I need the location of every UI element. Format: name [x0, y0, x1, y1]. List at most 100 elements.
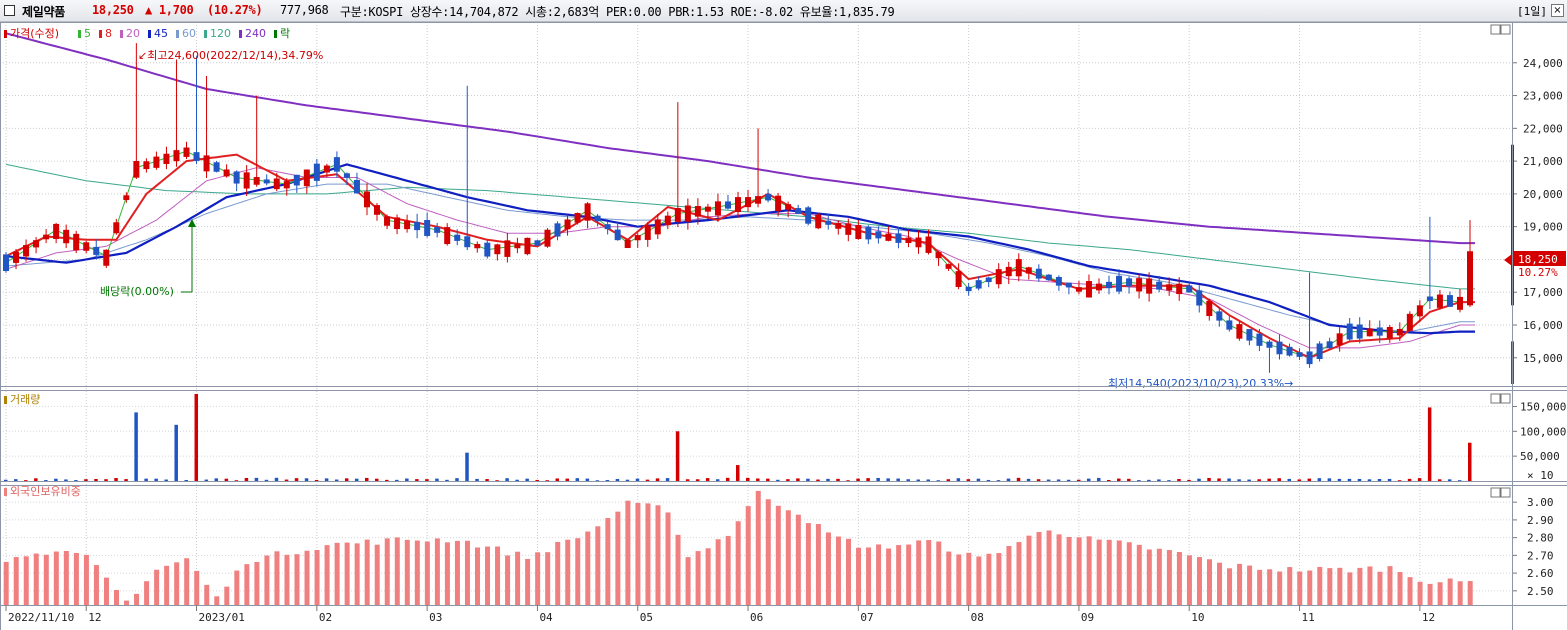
legend-fall-label: 락 [280, 27, 290, 40]
foreign-panel-restore-icon[interactable] [1490, 487, 1501, 498]
volume-bar [244, 477, 249, 481]
volume-panel-close-icon[interactable] [1500, 393, 1511, 404]
foreign-bar [264, 555, 270, 605]
foreign-bar [685, 557, 691, 605]
volume-bar [1167, 480, 1171, 481]
foreign-bar [1287, 567, 1293, 605]
candle-body [404, 220, 411, 230]
candle-body [313, 163, 320, 181]
volume-bar [1107, 479, 1111, 481]
candle-body [1065, 282, 1072, 288]
foreign-bar [1347, 572, 1353, 605]
volume-bar [1076, 479, 1081, 481]
candle-body [935, 252, 942, 259]
foreign-bar [1036, 532, 1042, 605]
foreign-bar [1377, 571, 1383, 605]
foreign-panel-close-icon[interactable] [1500, 487, 1511, 498]
volume-bar [234, 480, 239, 481]
foreign-bar [1457, 581, 1463, 605]
candle-body [704, 206, 711, 212]
volume-bar [445, 479, 449, 481]
candle-body [1256, 333, 1263, 346]
legend-ma-marker [120, 30, 123, 38]
candle-body [1226, 320, 1233, 330]
period-selector[interactable]: [1일] [1517, 5, 1547, 18]
volume-bar [4, 479, 8, 481]
candle-body [815, 214, 822, 229]
volume-bar [475, 478, 479, 481]
foreign-bar [1257, 569, 1263, 605]
volume-bar [184, 479, 188, 481]
volume-bar [996, 480, 1001, 481]
foreign-bar [675, 534, 681, 605]
volume-bar [916, 479, 920, 481]
date-tick-label: 12 [1422, 611, 1435, 624]
candle-body [223, 169, 230, 177]
foreign-bar [314, 549, 320, 605]
volume-panel: 거래량 50,000 100,000 150,000 × 10 [4, 393, 1566, 482]
volume-bar [1187, 479, 1191, 481]
foreign-bar [735, 521, 741, 605]
candle-body [584, 203, 591, 221]
candle-body [474, 243, 481, 249]
candle-body [1095, 283, 1102, 291]
foreign-tick-label: 2.80 [1527, 532, 1554, 545]
foreign-bar [1227, 568, 1233, 605]
foreign-bar [495, 546, 501, 605]
volume-bar [655, 478, 660, 481]
foreign-bar [896, 545, 902, 605]
volume-bar [545, 480, 549, 481]
candle-body [614, 229, 621, 241]
volume-bar [174, 424, 178, 481]
volume-bar [675, 431, 680, 481]
foreign-bar [144, 581, 150, 605]
candle-body [755, 196, 762, 204]
price-panel-restore-icon[interactable] [1490, 24, 1501, 35]
candle-body [444, 227, 451, 245]
close-icon[interactable]: × [1551, 4, 1564, 17]
candle-body [213, 162, 220, 172]
volume-bar [725, 477, 730, 481]
stock-name[interactable]: 제일약품 [22, 5, 65, 19]
foreign-tick-label: 2.50 [1527, 585, 1554, 598]
foreign-bar [565, 539, 571, 605]
candle-body [1166, 284, 1173, 291]
volume-bar [1137, 480, 1141, 481]
foreign-bar [1176, 551, 1182, 605]
foreign-bar [1166, 550, 1172, 605]
volume-bar [806, 478, 810, 481]
candle-body [745, 197, 752, 208]
volume-bar [766, 478, 770, 481]
candle-body [464, 236, 471, 248]
foreign-bar [505, 555, 511, 605]
foreign-bar [274, 551, 280, 605]
volume-bar [1157, 479, 1161, 481]
volume-bar [74, 480, 78, 481]
candle-body [795, 208, 802, 214]
price-legend: 가격(수정) 5 8 20 45 60 120 240 락 [4, 27, 290, 40]
foreign-bar [956, 554, 962, 605]
candle-body [634, 235, 641, 241]
volume-bar [485, 479, 489, 481]
dividend-marker: 배당락(0.00%) [100, 219, 196, 298]
volume-panel-restore-icon[interactable] [1490, 393, 1501, 404]
panel-borders [0, 22, 1567, 630]
volume-bar [635, 478, 640, 481]
candle-body [363, 191, 370, 208]
volume-bar [886, 478, 890, 481]
foreign-bar [725, 535, 731, 605]
foreign-bar [535, 552, 541, 605]
price-panel [3, 32, 1475, 373]
foreign-bar [33, 553, 39, 605]
foreign-bar [304, 550, 310, 605]
select-checkbox[interactable] [4, 5, 15, 16]
candle-body [273, 178, 280, 190]
candle-body [303, 169, 310, 187]
volume-bar [84, 479, 88, 481]
legend-price-label: 가격(수정) [10, 27, 59, 40]
candle-body [253, 177, 260, 185]
price-panel-close-icon[interactable] [1500, 24, 1511, 35]
volume-bar [304, 478, 309, 481]
candle-body [384, 216, 391, 226]
foreign-bar [755, 490, 761, 605]
